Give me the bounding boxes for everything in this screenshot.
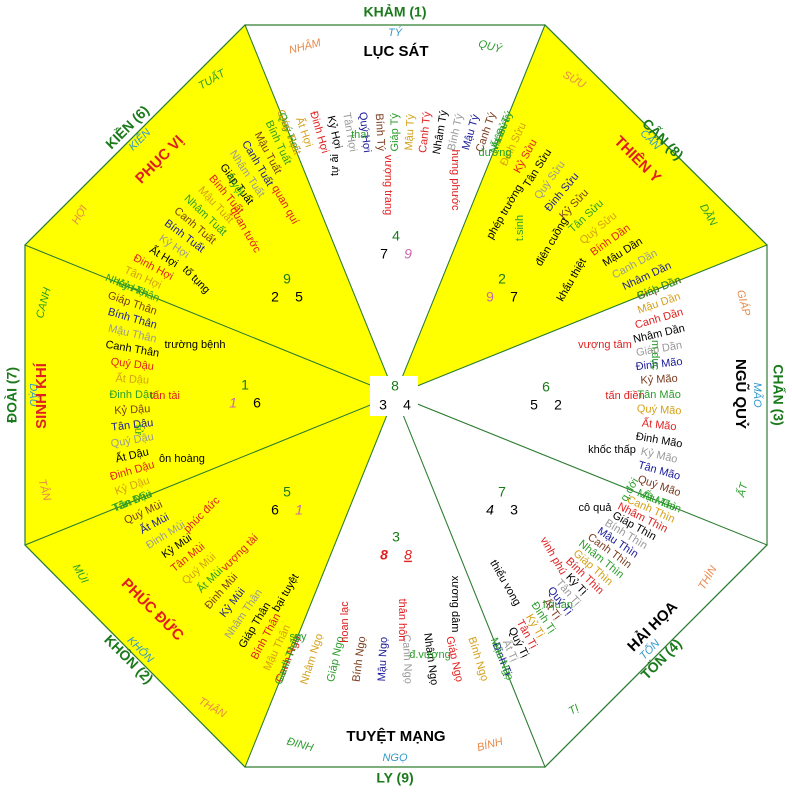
direction-label-ly: LY (9) (376, 770, 413, 786)
term-label: hưng phước (449, 149, 461, 211)
star-name-chan: NGŨ QUỶ (732, 359, 750, 429)
ganzhi-entry: Tân Dậu (111, 417, 154, 434)
flying-star-left: 1 (229, 395, 237, 411)
term-label: ôn hoàng (159, 453, 205, 465)
flying-star-center: 7 (498, 484, 506, 500)
ganzhi-entry: Đinh Mão (635, 356, 683, 373)
flying-star-left: 5 (530, 397, 538, 413)
term-label: tấn tài (150, 390, 180, 402)
star-name-doai: SINH KHÍ (33, 362, 50, 429)
term-label: m.dục (649, 340, 661, 370)
center-star: 8 (391, 378, 399, 394)
flying-star-right: 2 (554, 397, 562, 413)
term-label: vượng trang (382, 155, 394, 215)
mountain-label: MÃO (751, 382, 764, 408)
flying-star-left: 8 (380, 547, 388, 563)
flying-star-center: 4 (392, 228, 400, 244)
ganzhi-entry: Quý Mão (636, 403, 681, 418)
ganzhi-entry: Mậu Tý (403, 113, 417, 151)
term-label: l.quan (543, 599, 573, 611)
ganzhi-entry: Mậu Ngọ (376, 637, 390, 682)
term-label: thân hôn (396, 599, 408, 642)
flying-star-right: 3 (510, 502, 518, 518)
flying-star-left: 2 (271, 289, 279, 305)
mountain-label: NGỌ (382, 752, 408, 764)
mountain-label: TÂN (35, 478, 53, 503)
flying-star-right: 8 (404, 547, 412, 563)
star-name-kham: LỤC SÁT (364, 43, 429, 60)
direction-label-doai: ĐOÀI (7) (4, 367, 20, 423)
ganzhi-entry: Đinh Dậu (109, 389, 155, 401)
ganzhi-entry: Ất Dậu (115, 372, 149, 387)
octagon-outline (24, 24, 768, 768)
ganzhi-entry: Canh Ngọ (400, 634, 414, 684)
ganzhi-entry: Kỷ Dậu (114, 403, 151, 417)
flying-star-center: 5 (283, 484, 291, 500)
flying-star-left: 9 (486, 289, 494, 305)
flying-star-center: 2 (498, 271, 506, 287)
term-label: tử (132, 425, 144, 436)
flying-star-left: 7 (380, 246, 388, 262)
term-label: khốc thấp (588, 444, 636, 456)
flying-star-right: 1 (295, 502, 303, 518)
direction-label-chan: CHẤN (3) (770, 364, 786, 425)
flying-star-center: 1 (241, 377, 249, 393)
flying-star-left: 4 (486, 502, 494, 518)
flying-star-right: 9 (404, 246, 412, 262)
term-label: t.sinh (514, 215, 526, 241)
flying-star-right: 5 (295, 289, 303, 305)
star-name-ly: TUYỆT MẠNG (346, 727, 445, 745)
ganzhi-entry: Kỷ Mão (640, 373, 678, 387)
flying-star-right: 7 (510, 289, 518, 305)
center-star-left: 3 (379, 397, 387, 413)
term-label: xương dâm (449, 576, 461, 633)
mountain-label: TÝ (388, 26, 403, 39)
mountain-label: QUÝ (477, 37, 504, 56)
term-label: tự ải (329, 154, 341, 176)
ganzhi-entry: Quý Dậu (110, 356, 155, 373)
term-label: đ.vượng (409, 649, 451, 661)
term-label: tấn điền (605, 390, 644, 402)
term-label: đường (479, 147, 512, 159)
term-label: suy (289, 631, 307, 643)
term-label: hoan lạc (339, 601, 351, 643)
flying-star-center: 6 (542, 379, 550, 395)
mountain-label: ẤT (734, 480, 751, 499)
ganzhi-entry: Canh Tý (417, 111, 434, 154)
term-label: vượng tâm (578, 339, 632, 351)
term-label: cô quả (578, 502, 612, 514)
ganzhi-entry: Tân Mão (637, 389, 680, 401)
ganzhi-entry: Bính Tý (373, 113, 387, 152)
mountain-label: DẬU (27, 383, 40, 406)
term-label: trường bệnh (164, 339, 225, 351)
term-label: thai (351, 129, 369, 141)
ganzhi-entry: Ất Mão (641, 416, 677, 433)
flying-star-right: 6 (253, 395, 261, 411)
direction-label-kham: KHẢM (1) (364, 4, 427, 20)
flying-star-left: 6 (271, 502, 279, 518)
ganzhi-entry: Quý Hợi (356, 111, 373, 153)
flying-star-center: 3 (392, 529, 400, 545)
center-star-right: 4 (403, 397, 411, 413)
center-palace (370, 376, 418, 416)
flying-star-center: 9 (283, 271, 291, 287)
ganzhi-entry: Giáp Tý (389, 113, 401, 152)
